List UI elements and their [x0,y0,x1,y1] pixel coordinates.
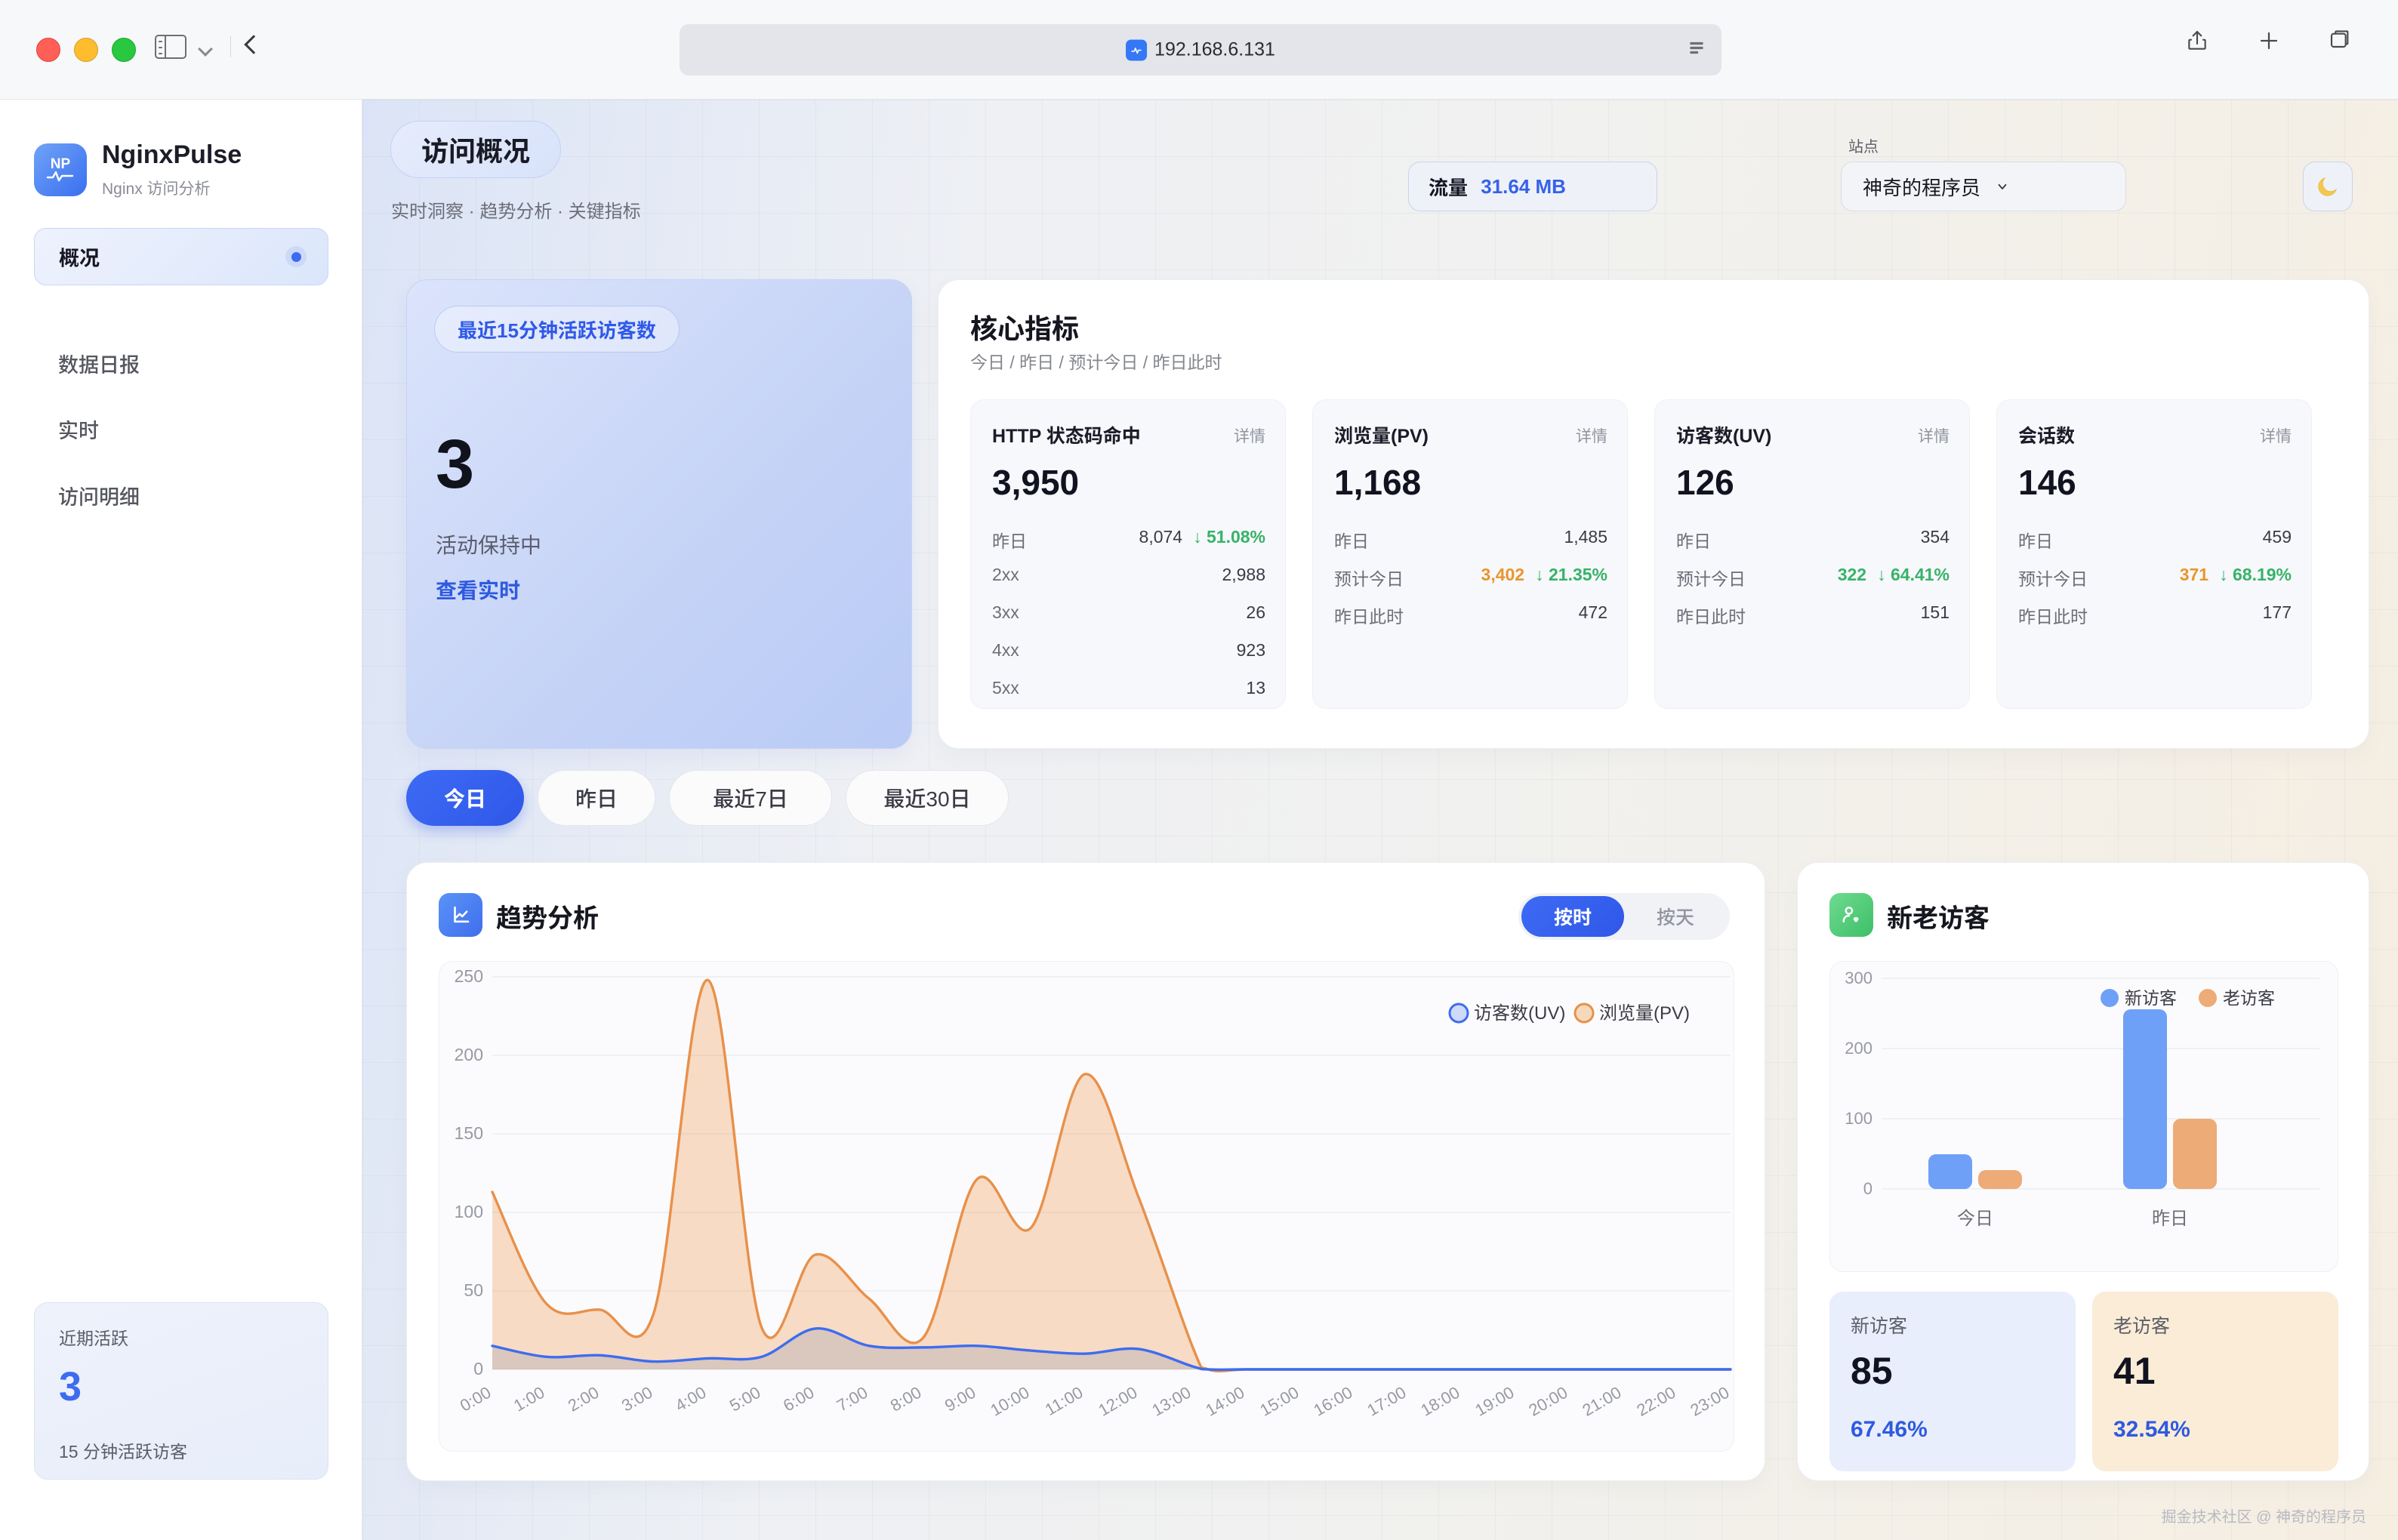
svg-text:3:00: 3:00 [618,1383,656,1415]
svg-text:7:00: 7:00 [834,1383,871,1415]
svg-text:NP: NP [51,156,71,172]
svg-text:20:00: 20:00 [1525,1383,1570,1420]
svg-text:昨日: 昨日 [2152,1209,2188,1229]
svg-text:17:00: 17:00 [1364,1383,1409,1420]
svg-text:300: 300 [1845,969,1872,987]
svg-text:16:00: 16:00 [1310,1383,1355,1420]
svg-text:19:00: 19:00 [1472,1383,1517,1420]
svg-text:21:00: 21:00 [1579,1383,1624,1420]
svg-text:9:00: 9:00 [942,1383,979,1415]
svg-text:10:00: 10:00 [987,1383,1032,1420]
svg-text:100: 100 [1845,1109,1872,1128]
svg-text:50: 50 [464,1280,483,1300]
svg-text:13:00: 13:00 [1148,1383,1194,1420]
svg-text:0: 0 [473,1359,483,1378]
svg-text:100: 100 [455,1202,483,1221]
svg-text:老访客: 老访客 [2223,988,2275,1008]
svg-text:6:00: 6:00 [780,1383,818,1415]
svg-text:2:00: 2:00 [565,1383,603,1415]
svg-text:12:00: 12:00 [1095,1383,1140,1420]
svg-text:14:00: 14:00 [1202,1383,1247,1420]
svg-text:150: 150 [455,1123,483,1143]
svg-text:1:00: 1:00 [510,1383,548,1415]
svg-text:0: 0 [1863,1179,1872,1198]
svg-text:18:00: 18:00 [1417,1383,1463,1420]
svg-text:0:00: 0:00 [457,1383,495,1415]
svg-text:今日: 今日 [1957,1209,1993,1229]
svg-text:4:00: 4:00 [672,1383,710,1415]
svg-text:新访客: 新访客 [2125,988,2177,1008]
svg-text:15:00: 15:00 [1256,1383,1302,1420]
svg-text:11:00: 11:00 [1042,1383,1086,1419]
svg-text:5:00: 5:00 [726,1383,764,1415]
svg-text:23:00: 23:00 [1687,1383,1732,1420]
svg-text:22:00: 22:00 [1633,1383,1678,1420]
svg-text:200: 200 [1845,1039,1872,1058]
svg-text:访客数(UV): 访客数(UV) [1474,1003,1565,1024]
svg-text:8:00: 8:00 [887,1383,925,1415]
svg-text:浏览量(PV): 浏览量(PV) [1599,1003,1690,1024]
svg-text:250: 250 [455,966,483,986]
svg-text:200: 200 [455,1045,483,1064]
